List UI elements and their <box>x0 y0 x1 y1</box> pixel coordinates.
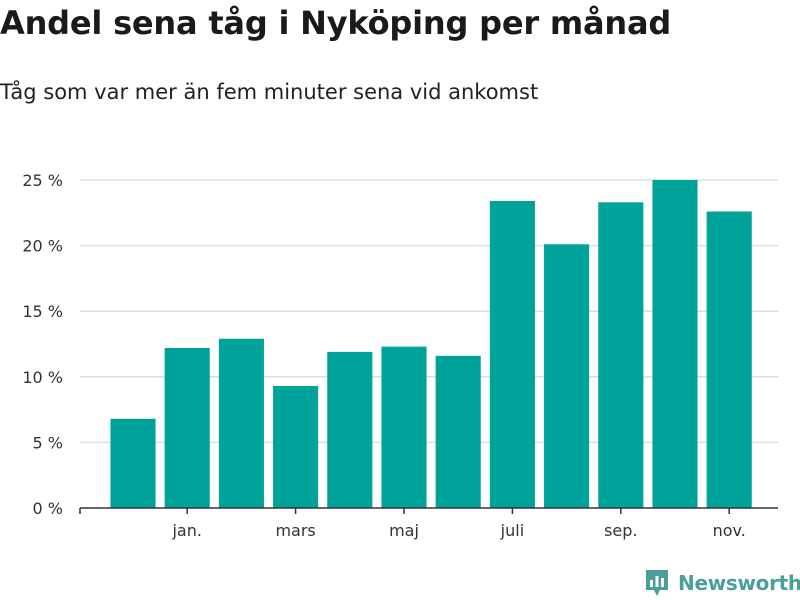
x-tick-label: juli <box>500 521 524 540</box>
brand-name: Newsworthy <box>678 571 800 595</box>
y-tick-label: 20 % <box>22 237 63 256</box>
y-tick-label: 5 % <box>33 433 63 452</box>
bar <box>164 347 210 508</box>
bar <box>489 200 535 508</box>
bar <box>435 355 481 508</box>
chart-subtitle: Tåg som var mer än fem minuter sena vid … <box>0 80 539 104</box>
bar <box>327 351 373 508</box>
bar <box>273 385 319 508</box>
y-tick-label: 25 % <box>22 171 63 190</box>
x-tick-label: maj <box>389 521 419 540</box>
y-tick-label: 0 % <box>33 499 63 518</box>
x-tick-label: jan. <box>171 521 201 540</box>
bar <box>598 202 644 508</box>
bar <box>544 244 590 508</box>
bar <box>381 346 427 508</box>
x-tick-label: mars <box>275 521 315 540</box>
brand-logo: Newsworthy <box>644 568 800 598</box>
bar <box>706 211 752 508</box>
chart-title: Andel sena tåg i Nyköping per månad <box>0 4 672 42</box>
x-tick-label: nov. <box>713 521 746 540</box>
y-tick-label: 15 % <box>22 302 63 321</box>
x-tick-label: sep. <box>604 521 637 540</box>
y-tick-label: 10 % <box>22 368 63 387</box>
chart-logo-icon <box>646 570 668 596</box>
bar <box>110 418 156 508</box>
bar <box>652 180 698 508</box>
bar <box>218 338 264 508</box>
